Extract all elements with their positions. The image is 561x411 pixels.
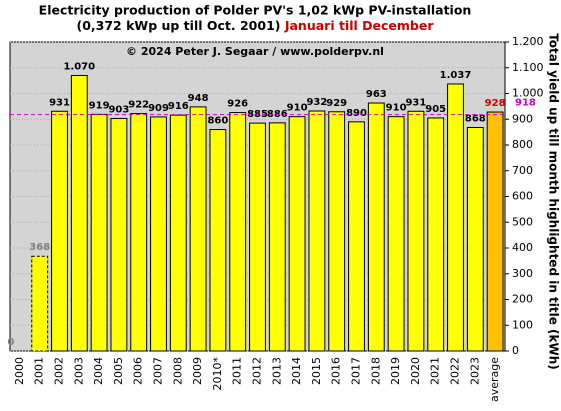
- x-tick-label: 2016: [330, 357, 343, 385]
- x-tick-label: 2004: [92, 357, 105, 385]
- x-tick-label: 2009: [191, 357, 204, 385]
- x-tick-label: 2011: [231, 357, 244, 385]
- bar: [288, 116, 306, 352]
- value-label: 368: [29, 242, 50, 253]
- bar: [466, 126, 484, 352]
- value-label: 890: [346, 108, 367, 119]
- x-tick-label: 2022: [449, 357, 462, 385]
- y-tick-label: 100: [512, 318, 533, 331]
- value-label: 1.037: [440, 70, 472, 81]
- value-label: 903: [108, 104, 129, 115]
- x-tick-label: 2019: [389, 357, 402, 385]
- bar: [486, 111, 504, 352]
- value-label: 963: [366, 89, 387, 100]
- value-label: 905: [425, 104, 446, 115]
- x-tick-label: 2000: [13, 357, 26, 385]
- reference-label: 918: [515, 98, 536, 109]
- y-tick-label: 200: [512, 293, 533, 306]
- bar: [150, 116, 167, 352]
- y-tick-label: 300: [512, 267, 533, 280]
- y-tick-label: 0: [512, 344, 519, 357]
- x-tick-label: 2001: [33, 357, 46, 385]
- bar: [348, 121, 365, 352]
- x-tick-label: 2015: [310, 357, 323, 385]
- y-tick-label: 700: [512, 164, 533, 177]
- bar: [249, 122, 266, 352]
- bar: [169, 114, 187, 352]
- bar: [328, 111, 346, 352]
- value-label: 931: [49, 97, 70, 108]
- value-label: 928: [485, 98, 506, 109]
- value-label: 910: [386, 103, 407, 114]
- bar: [387, 116, 405, 352]
- y-tick-label: 1.100: [512, 61, 544, 74]
- x-tick-label: 2013: [270, 357, 283, 385]
- y-tick-label: 500: [512, 215, 533, 228]
- value-label: 931: [405, 97, 426, 108]
- chart-title: Electricity production of Polder PV's 1,…: [39, 3, 472, 18]
- bar: [447, 83, 464, 352]
- value-label: 932: [306, 97, 327, 108]
- bar: [90, 113, 108, 352]
- value-label: 929: [326, 98, 347, 109]
- x-tick-label: 2021: [429, 357, 442, 385]
- subtitle: (0,372 kWp up till Oct. 2001): [76, 18, 280, 33]
- value-label: 0: [7, 337, 14, 348]
- x-tick-label: average: [488, 357, 501, 402]
- bar: [229, 112, 247, 352]
- bar: [110, 117, 128, 352]
- value-label: 919: [89, 100, 110, 111]
- x-tick-label: 2008: [171, 357, 184, 385]
- y-tick-label: 900: [512, 112, 533, 125]
- value-label: 868: [465, 113, 486, 124]
- x-tick-label: 2005: [112, 357, 125, 385]
- bar: [268, 122, 286, 352]
- chart-subtitle: (0,372 kWp up till Oct. 2001) Januari ti…: [76, 18, 434, 33]
- y-tick-label: 400: [512, 241, 533, 254]
- x-tick-label: 2017: [350, 357, 363, 385]
- bar: [130, 113, 148, 352]
- bar: [189, 106, 207, 352]
- value-label: 860: [207, 116, 228, 127]
- value-label: 926: [227, 99, 248, 110]
- value-label: 909: [148, 103, 169, 114]
- value-label: 1.070: [63, 61, 95, 72]
- x-tick-label: 2014: [290, 357, 303, 385]
- value-label: 948: [188, 93, 209, 104]
- value-label: 922: [128, 100, 149, 111]
- x-tick-label: 2012: [251, 357, 264, 385]
- bar: [51, 110, 68, 352]
- bar: [367, 102, 385, 352]
- y-tick-label: 1.200: [512, 35, 544, 48]
- x-tick-label: 2006: [132, 357, 145, 385]
- x-tick-label: 2020: [409, 357, 422, 385]
- annotation: © 2024 Peter J. Segaar / www.polderpv.nl: [126, 45, 384, 58]
- bar: [427, 117, 445, 352]
- subtitle-highlight: Januari till December: [284, 18, 434, 33]
- value-label: 916: [168, 101, 189, 112]
- y-axis-label: Total yield up till month highlighted in…: [547, 33, 561, 370]
- x-tick-label: 2002: [53, 357, 66, 385]
- bar: [31, 255, 49, 352]
- x-tick-label: 2023: [468, 357, 481, 385]
- x-tick-label: 2007: [152, 357, 165, 385]
- x-tick-label: 2003: [72, 357, 85, 385]
- bar: [407, 110, 425, 352]
- y-tick-label: 800: [512, 138, 533, 151]
- value-label: 910: [287, 103, 308, 114]
- y-tick-label: 600: [512, 190, 533, 203]
- y-tick-label: 1.000: [512, 87, 544, 100]
- x-tick-label: 2018: [369, 357, 382, 385]
- bar: [209, 129, 227, 352]
- x-tick-label: 2010*: [211, 357, 224, 391]
- bar: [70, 74, 88, 352]
- bar: [308, 110, 326, 352]
